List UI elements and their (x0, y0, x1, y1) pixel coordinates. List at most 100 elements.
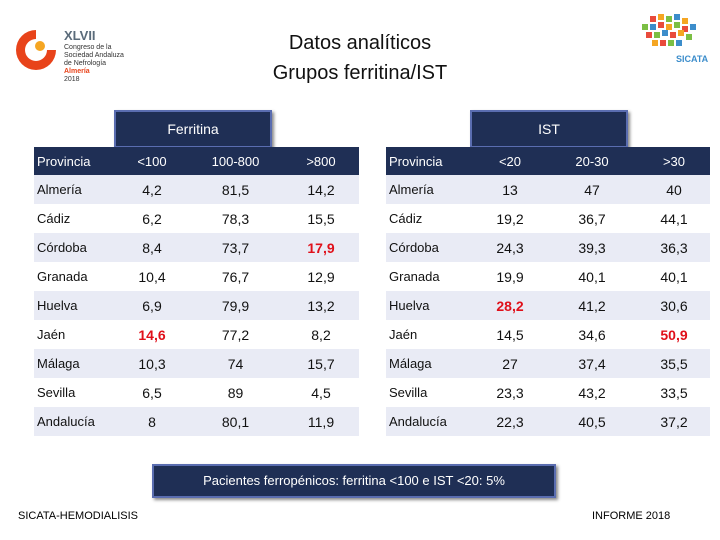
table-row: Huelva 6,9 79,9 13,2 (34, 291, 359, 320)
column-header: >800 (283, 147, 359, 175)
sicata-logo-text: SICATA (676, 54, 709, 64)
value-cell: 6,2 (116, 204, 188, 233)
value-cell: 89 (188, 378, 283, 407)
value-cell: 36,3 (638, 233, 710, 262)
column-header: <20 (474, 147, 546, 175)
value-cell: 15,5 (283, 204, 359, 233)
table-row: Granada 19,9 40,1 40,1 (386, 262, 710, 291)
value-cell: 14,6 (116, 320, 188, 349)
table-row: Almería 13 47 40 (386, 175, 710, 204)
value-cell: 36,7 (546, 204, 638, 233)
congress-emblem-icon (16, 28, 60, 70)
value-cell: 14,5 (474, 320, 546, 349)
table-row: Sevilla 23,3 43,2 33,5 (386, 378, 710, 407)
province-cell: Huelva (386, 291, 474, 320)
value-cell: 73,7 (188, 233, 283, 262)
congress-roman-number: XLVII (64, 28, 96, 43)
column-header: Provincia (34, 147, 116, 175)
value-cell: 43,2 (546, 378, 638, 407)
ist-header: IST (470, 110, 628, 148)
province-cell: Almería (34, 175, 116, 204)
footer-left-label: SICATA-HEMODIALISIS (18, 510, 139, 522)
value-cell: 22,3 (474, 407, 546, 436)
province-cell: Almería (386, 175, 474, 204)
province-cell: Sevilla (386, 378, 474, 407)
value-cell: 12,9 (283, 262, 359, 291)
province-cell: Granada (34, 262, 116, 291)
table-row: Andalucía 8 80,1 11,9 (34, 407, 359, 436)
table-row: Málaga 27 37,4 35,5 (386, 349, 710, 378)
table-row: Jaén 14,6 77,2 8,2 (34, 320, 359, 349)
column-header: 100-800 (188, 147, 283, 175)
table-row: Sevilla 6,5 89 4,5 (34, 378, 359, 407)
province-cell: Córdoba (34, 233, 116, 262)
column-header: <100 (116, 147, 188, 175)
value-cell: 77,2 (188, 320, 283, 349)
value-cell: 15,7 (283, 349, 359, 378)
province-cell: Andalucía (386, 407, 474, 436)
congress-logo: XLVII Congreso de la Sociedad Andaluza d… (14, 24, 124, 83)
value-cell: 17,9 (283, 233, 359, 262)
value-cell: 24,3 (474, 233, 546, 262)
value-cell: 78,3 (188, 204, 283, 233)
value-cell: 47 (546, 175, 638, 204)
value-cell: 79,9 (188, 291, 283, 320)
table-row: Málaga 10,3 74 15,7 (34, 349, 359, 378)
province-cell: Málaga (386, 349, 474, 378)
value-cell: 40,5 (546, 407, 638, 436)
sicata-mosaic-icon (642, 14, 696, 46)
value-cell: 27 (474, 349, 546, 378)
value-cell: 8,2 (283, 320, 359, 349)
column-header: Provincia (386, 147, 474, 175)
page-title: Datos analíticos Grupos ferritina/IST (272, 32, 448, 84)
value-cell: 4,5 (283, 378, 359, 407)
province-cell: Granada (386, 262, 474, 291)
value-cell: 13 (474, 175, 546, 204)
value-cell: 50,9 (638, 320, 710, 349)
ferritina-table: Provincia <100 100-800 >800 Almería 4,2 81… (34, 147, 359, 436)
value-cell: 23,3 (474, 378, 546, 407)
column-header: >30 (638, 147, 710, 175)
ferropenic-note: Pacientes ferropénicos: ferritina <100 e… (152, 464, 556, 498)
value-cell: 8,4 (116, 233, 188, 262)
value-cell: 6,5 (116, 378, 188, 407)
value-cell: 14,2 (283, 175, 359, 204)
congress-text: Congreso de la Sociedad Andaluza de Nefr… (64, 44, 124, 83)
table-row: Cádiz 19,2 36,7 44,1 (386, 204, 710, 233)
column-header: 20-30 (546, 147, 638, 175)
value-cell: 6,9 (116, 291, 188, 320)
value-cell: 37,4 (546, 349, 638, 378)
value-cell: 4,2 (116, 175, 188, 204)
province-cell: Jaén (34, 320, 116, 349)
value-cell: 81,5 (188, 175, 283, 204)
table-row: Córdoba 8,4 73,7 17,9 (34, 233, 359, 262)
value-cell: 76,7 (188, 262, 283, 291)
value-cell: 41,2 (546, 291, 638, 320)
ferritina-header: Ferritina (114, 110, 272, 148)
sicata-logo: SICATA (630, 10, 710, 70)
value-cell: 28,2 (474, 291, 546, 320)
value-cell: 8 (116, 407, 188, 436)
table-row: Cádiz 6,2 78,3 15,5 (34, 204, 359, 233)
value-cell: 39,3 (546, 233, 638, 262)
province-cell: Cádiz (386, 204, 474, 233)
value-cell: 11,9 (283, 407, 359, 436)
province-cell: Sevilla (34, 378, 116, 407)
value-cell: 37,2 (638, 407, 710, 436)
value-cell: 19,2 (474, 204, 546, 233)
value-cell: 33,5 (638, 378, 710, 407)
table-row: Andalucía 22,3 40,5 37,2 (386, 407, 710, 436)
table-header-row: Provincia <20 20-30 >30 (386, 147, 710, 175)
table-row: Jaén 14,5 34,6 50,9 (386, 320, 710, 349)
table-row: Almería 4,2 81,5 14,2 (34, 175, 359, 204)
value-cell: 74 (188, 349, 283, 378)
value-cell: 40,1 (546, 262, 638, 291)
province-cell: Cádiz (34, 204, 116, 233)
value-cell: 35,5 (638, 349, 710, 378)
value-cell: 13,2 (283, 291, 359, 320)
value-cell: 10,4 (116, 262, 188, 291)
province-cell: Huelva (34, 291, 116, 320)
province-cell: Córdoba (386, 233, 474, 262)
table-row: Granada 10,4 76,7 12,9 (34, 262, 359, 291)
value-cell: 80,1 (188, 407, 283, 436)
